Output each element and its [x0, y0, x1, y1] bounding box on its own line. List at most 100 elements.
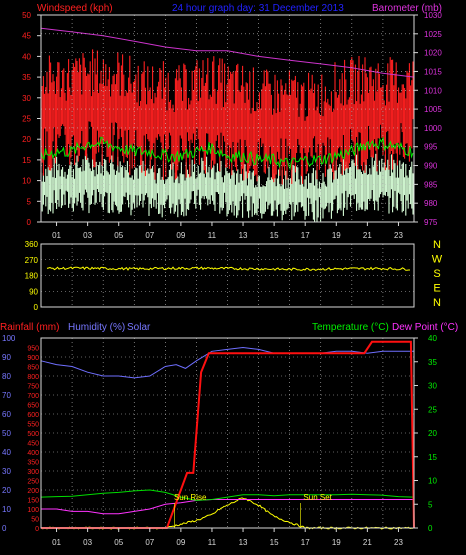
direction-frame: [40, 243, 415, 308]
temperature-line: [40, 489, 415, 501]
humidity-tick-label: 100: [2, 334, 16, 343]
wind-hour-label: 21: [363, 231, 372, 240]
temperature-hour-label: 21: [363, 538, 372, 547]
barometer-axis-title: Barometer (mb): [372, 3, 442, 14]
temperature-rain-panel: Sun Rise Sun Set0102030405060708090100050…: [2, 334, 437, 547]
barometer-tick-label: 1010: [424, 86, 442, 95]
wind-hour-label: 23: [394, 231, 403, 240]
temperature-tick-label: 25: [428, 405, 437, 414]
wind-tick-label: 25: [22, 115, 31, 124]
wind-tick-label: 15: [22, 156, 31, 165]
wind-tick-label: 20: [22, 135, 31, 144]
rainfall-tick-label: 700: [27, 393, 39, 400]
rainfall-tick-label: 900: [27, 355, 39, 362]
temperature-hour-label: 07: [145, 538, 154, 547]
temperature-hour-label: 05: [114, 538, 123, 547]
humidity-tick-label: 50: [2, 429, 11, 438]
temperature-hour-label: 03: [83, 538, 92, 547]
wind-hour-label: 05: [114, 231, 123, 240]
dewpoint-line: [41, 499, 414, 515]
rainfall-tick-label: 550: [27, 422, 39, 429]
wind-tick-label: 5: [27, 197, 32, 206]
rainfall-tick-label: 850: [27, 365, 39, 372]
rainfall-tick-label: 0: [35, 526, 39, 533]
wind-tick-label: 40: [22, 52, 31, 61]
humidity-axis-title: Humidity (%): [68, 322, 125, 333]
barometer-tick-label: 1025: [424, 30, 442, 39]
compass-label: N: [433, 239, 441, 251]
temperature-hour-label: 11: [208, 538, 217, 547]
humidity-tick-label: 40: [2, 448, 11, 457]
barometer-tick-label: 980: [424, 199, 438, 208]
temperature-tick-label: 5: [428, 500, 433, 509]
compass-label: S: [433, 268, 440, 280]
compass-label: N: [433, 297, 441, 309]
temperature-hour-label: 17: [301, 538, 310, 547]
rainfall-tick-label: 300: [27, 469, 39, 476]
rainfall-tick-label: 150: [27, 498, 39, 505]
wind-hour-label: 01: [52, 231, 61, 240]
temperature-axis-title: Temperature (°C): [312, 322, 389, 333]
direction-tick-label: 360: [25, 240, 39, 249]
humidity-tick-label: 90: [2, 353, 11, 362]
rainfall-tick-label: 450: [27, 441, 39, 448]
wind-tick-label: 50: [22, 11, 31, 20]
humidity-tick-label: 20: [2, 486, 11, 495]
rainfall-tick-label: 400: [27, 450, 39, 457]
wind-axis-title: Windspeed (kph): [37, 3, 113, 14]
rainfall-tick-label: 100: [27, 507, 39, 514]
wind-tick-label: 45: [22, 32, 31, 41]
wind-tick-label: 0: [27, 218, 32, 227]
wind-tick-label: 35: [22, 73, 31, 82]
temperature-hour-label: 09: [176, 538, 185, 547]
temperature-tick-label: 30: [428, 382, 437, 391]
wind-barometer-panel: 0510152025303540455097598098599099510001…: [22, 11, 442, 240]
wind-hour-label: 07: [145, 231, 154, 240]
rainfall-line: [41, 340, 415, 529]
temperature-hour-label: 01: [52, 538, 61, 547]
solar-axis-title: Solar: [127, 322, 151, 333]
sunrise-annotation: Sun Rise: [174, 493, 207, 502]
temperature-tick-label: 20: [428, 429, 437, 438]
barometer-tick-label: 995: [424, 143, 438, 152]
temperature-hour-label: 13: [239, 538, 248, 547]
barometer-tick-label: 975: [424, 218, 438, 227]
barometer-tick-label: 1005: [424, 105, 442, 114]
chart-title: 24 hour graph day: 31 December 2013: [172, 3, 344, 14]
wind-hour-label: 17: [301, 231, 310, 240]
solar-line: [40, 497, 414, 530]
rainfall-tick-label: 250: [27, 479, 39, 486]
humidity-tick-label: 30: [2, 467, 11, 476]
direction-tick-label: 0: [34, 303, 39, 312]
rainfall-tick-label: 500: [27, 431, 39, 438]
wind-hour-label: 09: [176, 231, 185, 240]
wind-tick-label: 10: [22, 177, 31, 186]
temperature-tick-label: 0: [428, 524, 433, 533]
barometer-tick-label: 985: [424, 180, 438, 189]
direction-tick-label: 90: [29, 287, 38, 296]
humidity-line: [40, 346, 414, 379]
barometer-tick-label: 1000: [424, 124, 442, 133]
compass-label: E: [433, 283, 440, 295]
temperature-hour-label: 19: [332, 538, 341, 547]
barometer-tick-label: 1015: [424, 67, 442, 76]
rainfall-tick-label: 650: [27, 403, 39, 410]
barometer-tick-label: 1020: [424, 49, 442, 58]
temperature-hour-label: 23: [394, 538, 403, 547]
wind-hour-label: 13: [239, 231, 248, 240]
humidity-tick-label: 10: [2, 505, 11, 514]
temperature-tick-label: 35: [428, 358, 437, 367]
rainfall-tick-label: 750: [27, 384, 39, 391]
temperature-tick-label: 10: [428, 477, 437, 486]
rainfall-axis-title: Rainfall (mm): [0, 322, 59, 333]
temperature-tick-label: 40: [428, 334, 437, 343]
wind-hour-label: 15: [270, 231, 279, 240]
direction-tick-label: 270: [25, 256, 39, 265]
wind-hour-label: 03: [83, 231, 92, 240]
rainfall-tick-label: 800: [27, 374, 39, 381]
rainfall-tick-label: 350: [27, 460, 39, 467]
barometer-tick-label: 1030: [424, 11, 442, 20]
humidity-tick-label: 0: [2, 524, 7, 533]
